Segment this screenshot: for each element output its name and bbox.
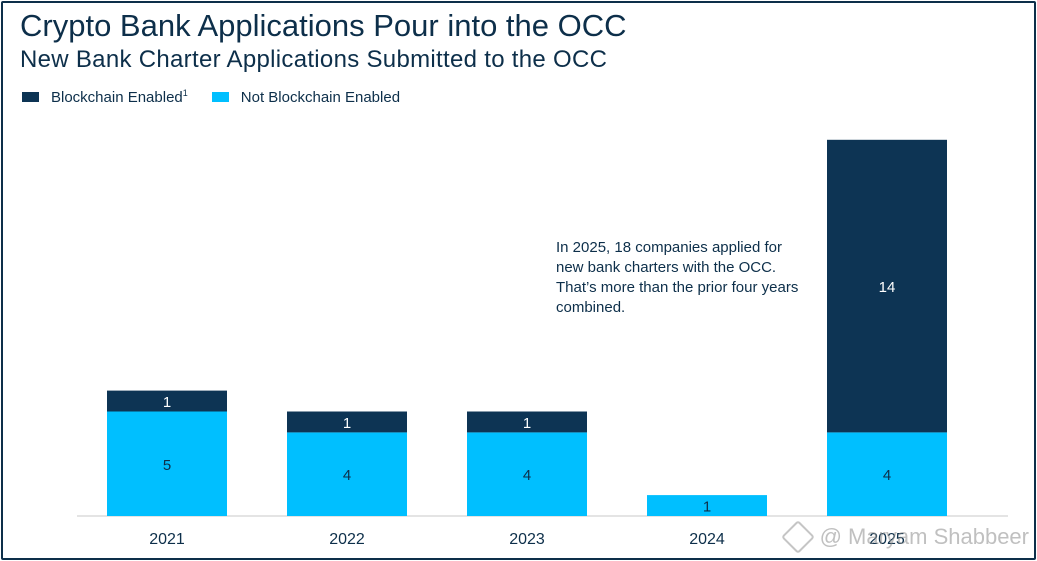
bar-2023-not-blockchain <box>467 432 587 516</box>
data-label-2022-blockchain: 1 <box>343 415 351 432</box>
bar-2025-blockchain <box>827 139 947 433</box>
data-label-2025-blockchain: 14 <box>879 279 896 296</box>
data-label-2025-not-blockchain: 4 <box>883 467 891 484</box>
bar-2022-blockchain <box>287 411 407 433</box>
chart-annotation: In 2025, 18 companies applied for new ba… <box>556 239 799 316</box>
data-label-2021-not-blockchain: 5 <box>163 457 171 474</box>
chart-title: Crypto Bank Applications Pour into the O… <box>20 8 627 43</box>
data-label-2023-blockchain: 1 <box>523 415 531 432</box>
legend-label-blockchain: Blockchain Enabled1 <box>51 88 188 106</box>
bar-2022-not-blockchain <box>287 432 407 516</box>
watermark-logo-icon <box>780 520 815 554</box>
legend-item-blockchain: Blockchain Enabled1 <box>22 88 188 106</box>
bar-2025-not-blockchain <box>827 432 947 516</box>
bar-2021-not-blockchain <box>107 411 227 516</box>
watermark: @ Maryam Shabbeer <box>780 520 1029 554</box>
x-tick-label-2023: 2023 <box>509 531 545 548</box>
legend-swatch-blockchain <box>22 92 39 102</box>
x-tick-label-2022: 2022 <box>329 531 365 548</box>
data-label-2023-not-blockchain: 4 <box>523 467 531 484</box>
x-tick-label-2021: 2021 <box>149 531 185 548</box>
bar-2021-blockchain <box>107 390 227 412</box>
legend-swatch-not-blockchain <box>211 92 229 102</box>
x-tick-label-2024: 2024 <box>689 531 725 548</box>
legend-item-not-blockchain: Not Blockchain Enabled <box>211 88 401 106</box>
chart-legend: Blockchain Enabled1 Not Blockchain Enabl… <box>22 88 424 106</box>
watermark-text: @ Maryam Shabbeer <box>819 524 1029 549</box>
bar-2024-not-blockchain <box>647 495 767 516</box>
data-label-2024-not-blockchain: 1 <box>703 499 711 516</box>
data-label-2022-not-blockchain: 4 <box>343 467 351 484</box>
legend-label-not-blockchain: Not Blockchain Enabled <box>240 88 401 106</box>
bar-2023-blockchain <box>467 411 587 433</box>
chart-subtitle: New Bank Charter Applications Submitted … <box>20 46 608 73</box>
data-label-2021-blockchain: 1 <box>163 394 171 411</box>
x-tick-label-2025: 2025 <box>869 531 905 548</box>
